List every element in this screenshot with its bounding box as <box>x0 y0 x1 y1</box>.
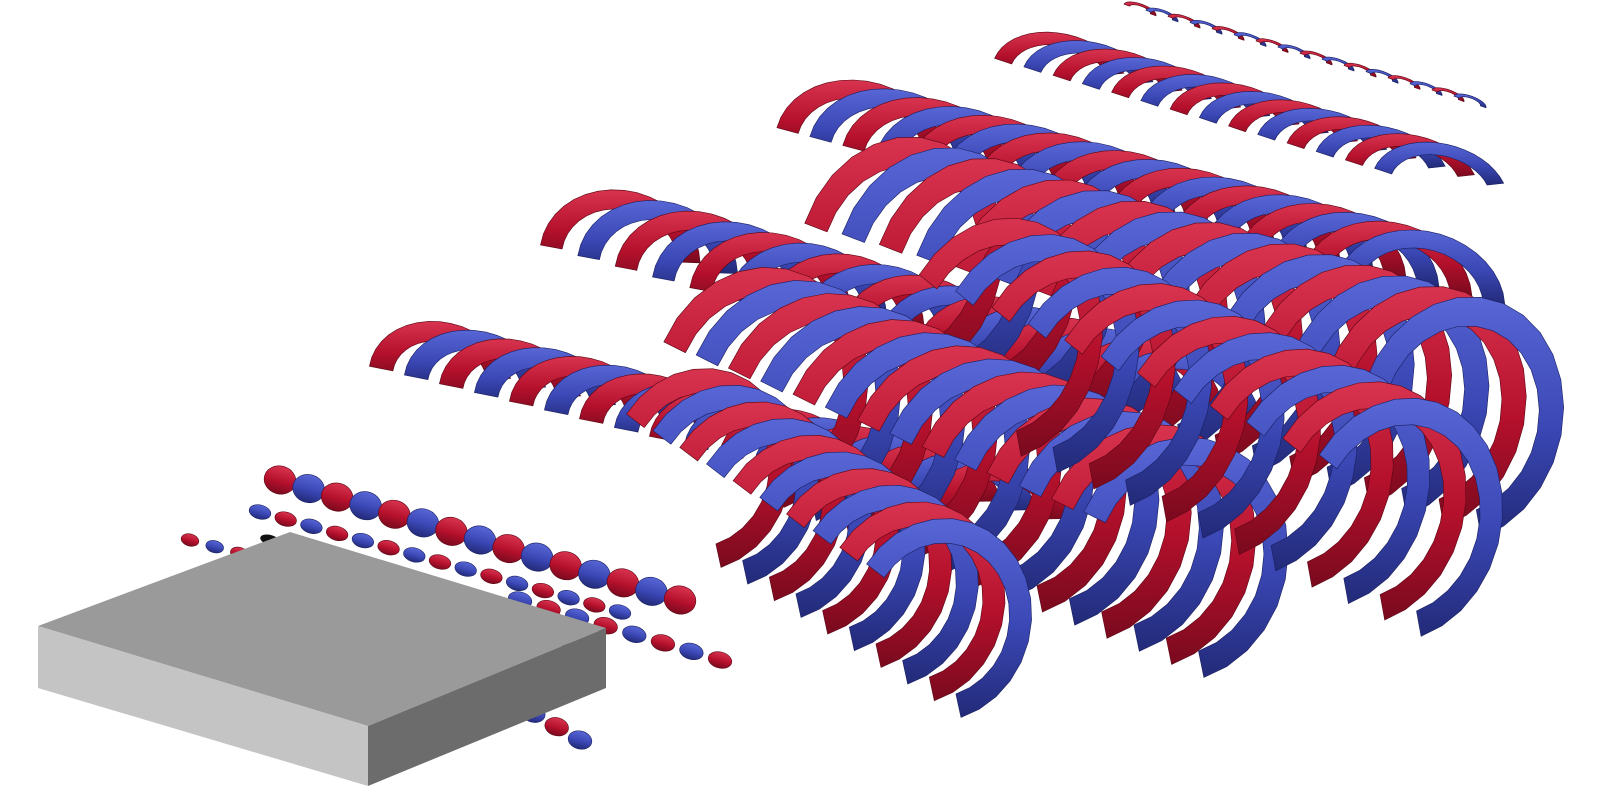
plate-top-face <box>38 532 606 726</box>
positive-vortex-blob <box>707 651 733 669</box>
negative-vortex-band <box>1318 397 1503 637</box>
negative-vortex-band <box>1374 141 1505 186</box>
negative-vortex-blob <box>300 518 323 534</box>
positive-vortex-blob <box>274 511 297 527</box>
negative-vortex-blob <box>506 575 529 592</box>
plate-side-face <box>368 628 606 786</box>
negative-vortex-blob <box>557 590 580 606</box>
positive-vortex-blob <box>377 540 400 556</box>
negative-vortex-blob <box>403 547 426 563</box>
positive-vortex-blob <box>326 525 349 542</box>
negative-vortex-band <box>1364 296 1565 538</box>
negative-vortex-blob <box>351 532 374 549</box>
plate-body <box>38 532 606 786</box>
negative-vortex-blob <box>608 604 632 620</box>
positive-vortex-blob <box>650 634 675 652</box>
negative-vortex-blob <box>454 561 477 577</box>
positive-vortex-blob <box>428 554 452 570</box>
positive-vortex-blob <box>531 582 554 599</box>
negative-vortex-band <box>1083 436 1289 678</box>
negative-vortex-blob <box>248 504 272 520</box>
vortex-band-layer <box>369 1 1565 718</box>
positive-vortex-blob <box>663 585 697 615</box>
negative-vortex-blob <box>679 642 704 661</box>
negative-vortex-band <box>1453 93 1487 109</box>
plate-front-face <box>38 626 368 786</box>
negative-vortex-blob <box>567 730 593 750</box>
positive-vortex-blob <box>544 717 569 737</box>
positive-vortex-blob <box>480 568 503 584</box>
positive-vortex-band <box>1344 133 1475 177</box>
positive-vortex-blob <box>180 533 200 547</box>
negative-vortex-blob <box>205 540 224 554</box>
negative-vortex-band <box>1315 124 1446 169</box>
negative-vortex-blob <box>622 625 647 643</box>
negative-vortex-band <box>866 518 1032 718</box>
positive-vortex-blob <box>583 597 606 613</box>
